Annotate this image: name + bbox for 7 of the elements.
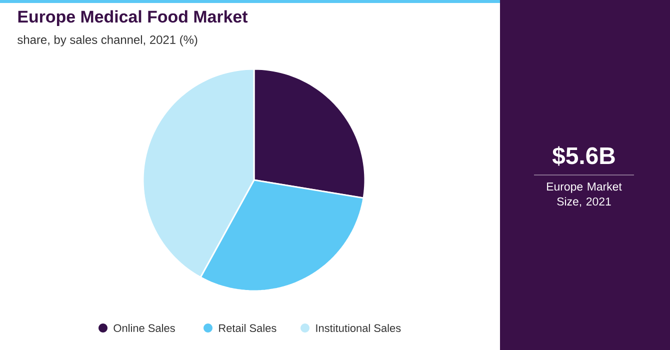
- chart-title: Europe Medical Food Market: [18, 10, 248, 26]
- legend-label: Online Sales: [114, 324, 175, 332]
- text: $5.6B: [552, 146, 615, 166]
- legend-label: Retail Sales: [219, 324, 276, 332]
- legend-label: Institutional Sales: [316, 324, 401, 332]
- text: Europe Market Size, 2021: [547, 182, 622, 207]
- chart-subtitle: share, by sales channel, 2021 (%): [18, 35, 198, 46]
